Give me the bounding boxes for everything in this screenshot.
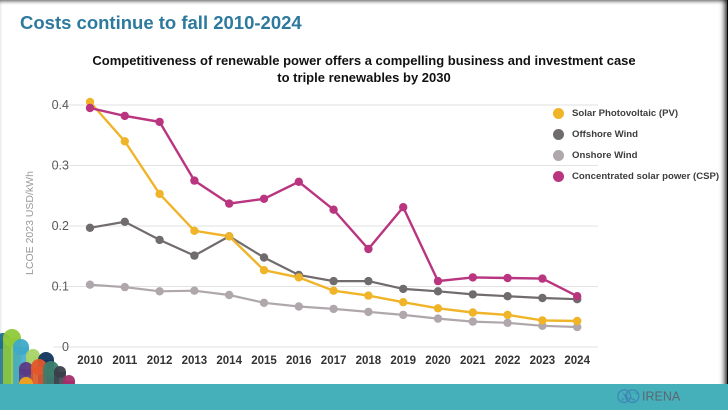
svg-text:0.3: 0.3 [52, 159, 69, 173]
svg-text:2010: 2010 [77, 355, 103, 367]
svg-text:2023: 2023 [530, 355, 556, 367]
svg-text:2017: 2017 [321, 355, 347, 367]
svg-text:2018: 2018 [356, 355, 382, 367]
svg-text:2015: 2015 [251, 355, 277, 367]
svg-text:2014: 2014 [216, 355, 242, 367]
svg-text:2012: 2012 [147, 355, 173, 367]
svg-text:0.1: 0.1 [52, 280, 69, 294]
svg-text:LCOE 2023 USD/kWh: LCOE 2023 USD/kWh [24, 171, 36, 275]
svg-text:0.2: 0.2 [52, 219, 69, 233]
svg-text:2016: 2016 [286, 355, 312, 367]
svg-text:2024: 2024 [564, 355, 590, 367]
svg-text:IRENA: IRENA [642, 390, 681, 404]
svg-text:2021: 2021 [460, 355, 486, 367]
svg-text:2013: 2013 [182, 355, 208, 367]
svg-text:2019: 2019 [390, 355, 416, 367]
svg-text:2022: 2022 [495, 355, 521, 367]
svg-text:0: 0 [62, 340, 69, 354]
svg-text:2020: 2020 [425, 355, 451, 367]
svg-text:0.4: 0.4 [52, 98, 69, 112]
svg-text:2011: 2011 [112, 355, 138, 367]
